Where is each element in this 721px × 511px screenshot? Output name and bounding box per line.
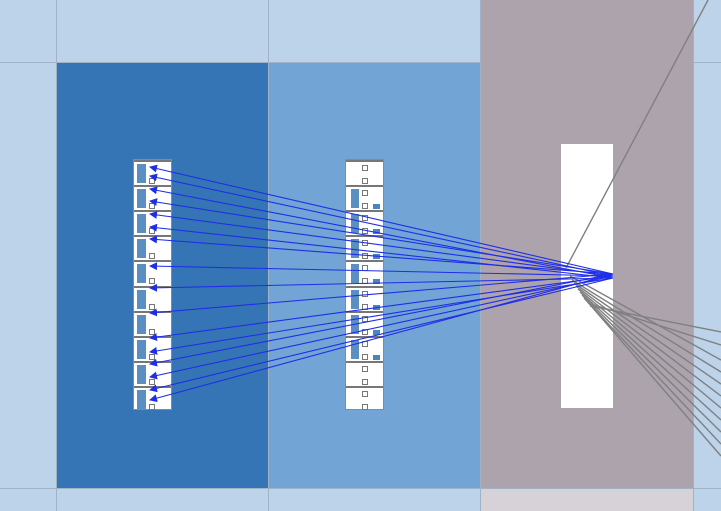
gray-connectors xyxy=(565,0,721,457)
node-bar xyxy=(137,214,146,234)
node-port xyxy=(362,353,368,360)
node-bar xyxy=(137,164,146,184)
blue-connector xyxy=(149,275,614,342)
gray-connector xyxy=(565,0,709,269)
blue-connector xyxy=(149,186,614,279)
node-bar xyxy=(137,339,146,359)
gray-connector xyxy=(583,297,721,445)
node-port xyxy=(149,253,155,260)
node-port xyxy=(362,215,368,222)
node-port xyxy=(362,378,368,385)
node-marker xyxy=(373,354,380,360)
blue-connector xyxy=(149,235,614,275)
node-bar xyxy=(137,189,146,209)
grid-line xyxy=(480,0,481,511)
blue-connector xyxy=(149,164,614,275)
node-port xyxy=(362,178,368,185)
node-bar xyxy=(351,214,359,234)
blue-connector xyxy=(149,273,614,317)
blue-connectors xyxy=(149,164,614,403)
node-cell[interactable] xyxy=(346,360,383,386)
panel-right-footer xyxy=(481,489,693,511)
grid-line xyxy=(693,0,694,511)
node-bar xyxy=(137,264,146,284)
gray-connector xyxy=(585,299,721,457)
node-cell[interactable] xyxy=(346,385,383,411)
blue-connector xyxy=(149,210,614,277)
gray-connector xyxy=(575,285,721,397)
node-port xyxy=(362,290,368,297)
node-bar xyxy=(137,364,146,384)
node-port xyxy=(362,328,368,335)
node-cell[interactable] xyxy=(346,185,383,210)
node-port xyxy=(362,278,368,285)
grid-line xyxy=(0,488,721,489)
middle-node-stack[interactable] xyxy=(345,159,384,410)
node-bar xyxy=(137,289,146,309)
node-port xyxy=(362,365,368,372)
grid-line xyxy=(268,0,269,511)
node-bar xyxy=(351,264,359,284)
node-cell[interactable] xyxy=(346,160,383,185)
node-cell[interactable] xyxy=(346,285,383,311)
node-marker xyxy=(373,279,380,285)
node-port xyxy=(362,390,368,397)
node-port xyxy=(362,190,368,197)
node-port xyxy=(362,165,368,171)
blue-connector xyxy=(149,277,614,355)
gray-connector xyxy=(573,282,721,385)
node-marker xyxy=(373,304,380,310)
node-bar xyxy=(351,189,359,209)
gray-connector xyxy=(589,305,721,333)
node-cell[interactable] xyxy=(346,335,383,361)
blue-connector xyxy=(149,173,614,277)
gray-connector xyxy=(579,291,721,421)
node-bar xyxy=(351,289,359,309)
node-port xyxy=(362,315,368,322)
node-bar xyxy=(351,339,359,359)
gray-connector xyxy=(571,279,721,373)
node-bar xyxy=(351,239,359,259)
blue-connector xyxy=(149,273,614,367)
blue-connector xyxy=(149,223,614,279)
node-cell[interactable] xyxy=(346,260,383,285)
blue-connector xyxy=(149,277,614,292)
node-port xyxy=(362,253,368,260)
node-port xyxy=(149,403,155,410)
grid-line xyxy=(56,0,57,511)
node-bar xyxy=(137,389,146,409)
gray-connector xyxy=(569,275,721,361)
node-marker xyxy=(373,329,380,335)
node-bar xyxy=(137,314,146,334)
node-port xyxy=(362,403,368,410)
node-bar xyxy=(137,239,146,259)
blue-connector xyxy=(149,277,614,393)
blue-connector xyxy=(149,198,614,275)
node-marker xyxy=(373,229,380,235)
node-marker xyxy=(373,254,380,260)
gray-connector xyxy=(581,294,721,433)
blue-connector xyxy=(149,262,614,277)
node-port xyxy=(362,203,368,210)
blue-connector xyxy=(149,275,614,380)
grid-line xyxy=(0,62,721,63)
node-marker xyxy=(373,204,380,210)
blue-connector xyxy=(149,273,614,403)
